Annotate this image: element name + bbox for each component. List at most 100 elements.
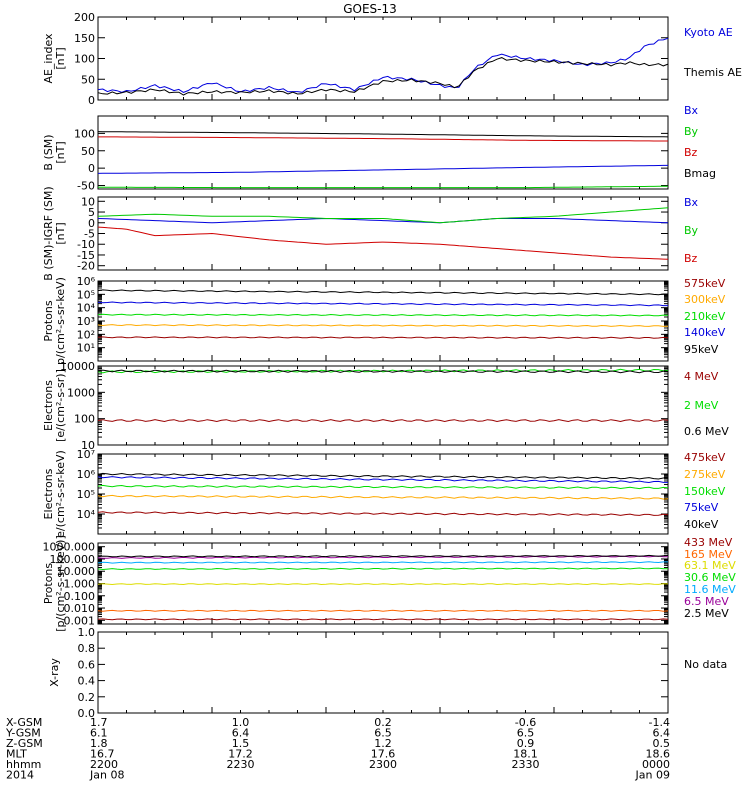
y-tick-label: 0.4	[78, 675, 96, 688]
series-line-30-6-mev	[97, 567, 668, 571]
legend-63-1-mev: 63.1 MeV	[684, 559, 736, 572]
y-tick-label: 200	[74, 11, 95, 24]
legend-bx: Bx	[684, 104, 699, 117]
y-axis-label: [e/(cm²-s-sr)]	[54, 369, 67, 442]
y-tick-label: 10⁶	[77, 275, 96, 288]
y-axis-label: e/(cm²-s-sr-keV)	[54, 450, 67, 538]
y-axis-label: B (SM)	[42, 134, 55, 170]
y-axis-label: AE_index	[42, 33, 55, 84]
panel-frame	[97, 280, 669, 362]
y-tick-label: 10000	[60, 360, 95, 373]
legend-by: By	[684, 125, 699, 138]
table-cell: 0.5	[653, 737, 671, 750]
y-tick-label: 10⁵	[77, 488, 95, 501]
y-tick-label: 100	[74, 127, 95, 140]
series-line-40kev	[97, 472, 668, 480]
y-tick-label: 10⁶	[77, 468, 96, 481]
y-tick-label: 50	[81, 145, 95, 158]
panel-frame	[97, 115, 669, 190]
y-tick-label: 10⁵	[77, 288, 95, 301]
y-axis-label: [nT]	[54, 47, 67, 69]
orbit-time-table: X-GSMY-GSMZ-GSMMLThhmm20141.76.11.816.72…	[5, 716, 670, 782]
panel-electrons1: 10 100 1000 10000 Electrons [e/(cm²-s-sr)] 4 M…	[42, 360, 729, 452]
series-line-bz	[98, 136, 668, 142]
y-tick-label: 100.000	[50, 553, 96, 566]
y-tick-label: 50	[81, 73, 95, 86]
y-axis-label: X-ray	[48, 658, 61, 687]
y-tick-label: 0.100	[64, 590, 96, 603]
y-tick-label: 0.6	[78, 658, 96, 671]
series-line-bx	[97, 217, 669, 224]
table-cell: 1.7	[90, 716, 108, 729]
table-cell: 0.9	[517, 737, 535, 750]
series-line-11-6-mev	[97, 561, 668, 564]
row-label: Z-GSM	[6, 737, 43, 750]
y-tick-label: -10	[77, 238, 95, 251]
y-tick-label: -20	[77, 260, 95, 273]
table-cell: 0.2	[374, 716, 392, 729]
y-tick-label: 5	[88, 206, 95, 219]
series-line-0-6-mev	[97, 369, 669, 374]
series-line-140kev	[97, 301, 668, 307]
legend-themis-ae: Themis AE	[683, 66, 742, 79]
y-axis-label: Protons	[42, 563, 55, 604]
y-tick-label: 0	[88, 162, 95, 175]
y-tick-label: 10.000	[57, 565, 96, 578]
y-tick-label: -50	[77, 180, 95, 193]
y-tick-label: 0.010	[64, 602, 96, 615]
table-cell: 6.5	[374, 727, 392, 740]
table-cell: 17.2	[228, 748, 253, 761]
table-cell: 2300	[369, 758, 397, 771]
y-axis-label: [nT]	[54, 141, 67, 163]
y-tick-label: 0.0	[78, 707, 96, 720]
legend-bmag: Bmag	[684, 167, 716, 180]
row-label: hhmm	[6, 758, 41, 771]
no-data-note: No data	[684, 658, 727, 671]
legend-575kev: 575keV	[684, 277, 726, 290]
table-cell: 1.2	[374, 737, 392, 750]
y-tick-label: 1.0	[78, 626, 96, 639]
series-line-2-5-mev	[97, 554, 669, 558]
row-label: 2014	[6, 769, 34, 782]
panel-frame	[97, 453, 669, 535]
y-tick-label: -5	[84, 228, 95, 241]
table-cell: 1.8	[90, 737, 108, 750]
series-line-575kev	[97, 336, 669, 339]
panel-ae: 0 50 100 150 200 AE_index [nT] Kyoto AE Themis A…	[42, 11, 742, 107]
table-cell: 2330	[512, 758, 540, 771]
panel-electrons2: 10⁴ 10⁵ 10⁶ 10⁷ Electrons e/(cm²-s-sr-keV) 475…	[42, 448, 726, 538]
table-cell: -0.6	[515, 716, 536, 729]
legend-95kev: 95keV	[684, 343, 719, 356]
y-tick-label: 100	[74, 413, 95, 426]
legend-300kev: 300keV	[684, 293, 726, 306]
series-line-433-mev	[97, 618, 669, 621]
series-line-bx	[97, 164, 668, 174]
table-cell: -1.4	[649, 716, 670, 729]
series-line-150kev	[97, 484, 669, 490]
panel-frame	[97, 196, 669, 271]
series-line-210kev	[97, 313, 669, 317]
series-line-475kev	[97, 511, 669, 516]
y-tick-label: 0.001	[64, 614, 96, 627]
series-line-275kev	[97, 494, 669, 500]
chart-title: GOES-13	[343, 2, 397, 16]
legend-165-mev: 165 MeV	[684, 548, 733, 561]
y-tick-label: -15	[77, 249, 95, 262]
legend-75kev: 75keV	[684, 501, 719, 514]
row-label: Y-GSM	[5, 727, 41, 740]
y-tick-label: 0	[88, 217, 95, 230]
series-line-300kev	[97, 324, 669, 327]
y-tick-label: 10²	[77, 328, 95, 341]
legend-bz: Bz	[684, 252, 698, 265]
legend-210kev: 210keV	[684, 310, 726, 323]
table-cell: 2200	[90, 758, 118, 771]
legend-kyoto-ae: Kyoto AE	[684, 26, 733, 39]
table-cell: 6.5	[517, 727, 535, 740]
y-axis-label: B (SM)-IGRF (SM)	[42, 186, 55, 280]
series-line-bmag	[97, 131, 669, 138]
series-line-bz	[97, 226, 669, 260]
row-label: MLT	[6, 748, 27, 761]
legend-bx: Bx	[684, 196, 699, 209]
